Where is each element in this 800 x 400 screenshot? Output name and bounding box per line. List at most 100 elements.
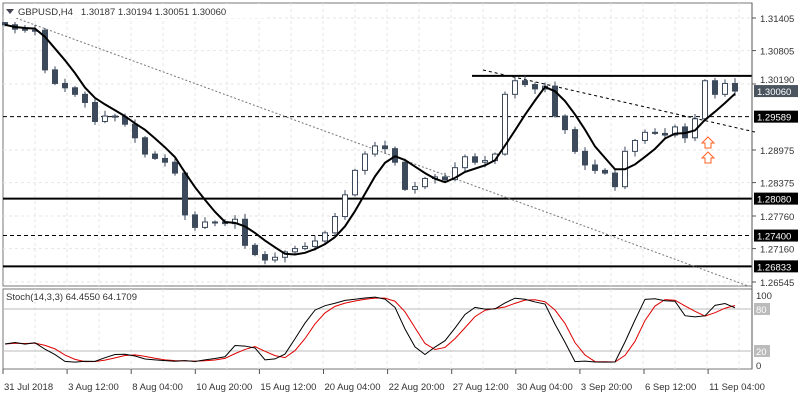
candle-body [352,169,358,196]
candle-body [72,87,78,95]
time-tick-label: 8 Aug 04:00 [132,382,183,393]
candle-body [332,216,338,234]
level-price-tag [754,192,798,205]
candle-body [502,93,508,155]
candle-body [42,29,48,71]
candle-body [712,80,718,95]
candle-body [702,80,708,120]
candle-body [512,80,518,95]
dropdown-triangle-icon[interactable] [6,9,14,14]
candle-body [632,139,638,152]
candle-body [732,82,738,92]
candle-body [652,131,658,134]
chart-header: GBPUSD,H4 1.30187 1.30194 1.30051 1.3006… [4,4,264,18]
candle-body [262,254,268,261]
time-tick-label: 3 Sep 20:00 [581,382,632,393]
time-tick-label: 10 Aug 20:00 [196,382,252,393]
candle-body [162,157,168,163]
current-price-label: 1.30060 [757,87,791,98]
candle-body [302,245,308,250]
price-tick-label: 1.27760 [760,212,794,223]
candle-body [132,123,138,139]
candle-body [372,145,378,155]
arrows [700,136,716,164]
candle-body [362,153,368,171]
stoch-level-tag [754,345,770,357]
price-tick-label: 1.30190 [760,75,794,86]
candle-body [212,221,218,224]
candle-body [322,232,328,242]
moving-average-line [4,23,736,256]
candle-body [612,172,618,188]
candle-body [472,156,478,163]
candle-body [62,82,68,89]
price-tick-label: 1.27160 [760,245,794,256]
candle-body [582,150,588,166]
price-tick-label: 1.28975 [760,146,794,157]
candle-body [312,240,318,247]
candle-body [642,131,648,141]
candle-body [182,172,188,216]
stoch-main-line [4,296,736,363]
candle-body [412,186,418,190]
time-tick-label: 30 Aug 04:00 [517,382,573,393]
candle-body [272,256,278,261]
time-axis: 31 Jul 2018 3 Aug 12:00 8 Aug 04:00 10 Aug … [2,369,765,393]
candle-body [662,132,668,136]
moving-average [4,23,736,256]
candle-body [342,194,348,218]
time-tick-label: 22 Aug 20:00 [389,382,445,393]
level-price-label: 1.27400 [757,232,791,243]
main-frame [2,2,753,287]
candle-body [462,156,468,169]
candle-body [102,115,108,122]
candle-body [252,244,258,256]
time-tick-label: 11 Sep 04:00 [709,382,765,393]
trendlines [4,13,756,287]
candle-body [722,82,728,95]
candle-body [592,164,598,171]
level-price-tag [754,229,798,242]
candle-body [452,167,458,181]
price-tick-label: 1.26545 [760,278,794,289]
stochastic-panel: 100 80 20 0 [3,291,772,372]
symbol-label: GBPUSD,H4 [18,7,73,18]
stoch-level-label: 80 [756,305,767,316]
stoch-level-label: 20 [756,347,767,358]
price-tick-label: 1.30805 [760,47,794,58]
time-tick-label: 3 Aug 12:00 [68,382,119,393]
candles [2,22,738,265]
level-price-label: 1.29589 [757,113,791,124]
current-price-tag [754,85,798,98]
candle-body [52,69,58,84]
time-tick-label: 31 Jul 2018 [4,382,53,393]
candle-body [422,178,428,188]
candle-body [92,101,98,122]
grid [2,2,753,370]
candle-body [82,93,88,103]
stoch-signal-line [4,297,736,363]
candle-body [112,115,118,118]
candle-body [382,145,388,150]
price-tick-label: 1.31405 [760,14,794,25]
stoch-level-tag [754,303,770,315]
candle-body [202,221,208,228]
candle-body [172,161,178,174]
horizontal-levels [3,74,752,268]
level-price-label: 1.28080 [757,195,791,206]
candle-body [522,80,528,86]
candle-body [242,218,248,246]
candle-body [292,248,298,253]
time-tick-label: 20 Aug 04:00 [325,382,381,393]
candle-body [552,85,558,117]
time-tick-label: 27 Aug 12:00 [453,382,509,393]
time-tick-label: 6 Sep 12:00 [645,382,696,393]
price-axis: 1.31405 1.30805 1.30190 1.28975 1.28375 1.277… [751,3,798,369]
candle-body [672,126,678,136]
stoch-level-label: 100 [756,291,772,302]
candle-body [602,169,608,174]
level-price-tag [754,110,798,123]
level-price-tag [754,260,798,273]
